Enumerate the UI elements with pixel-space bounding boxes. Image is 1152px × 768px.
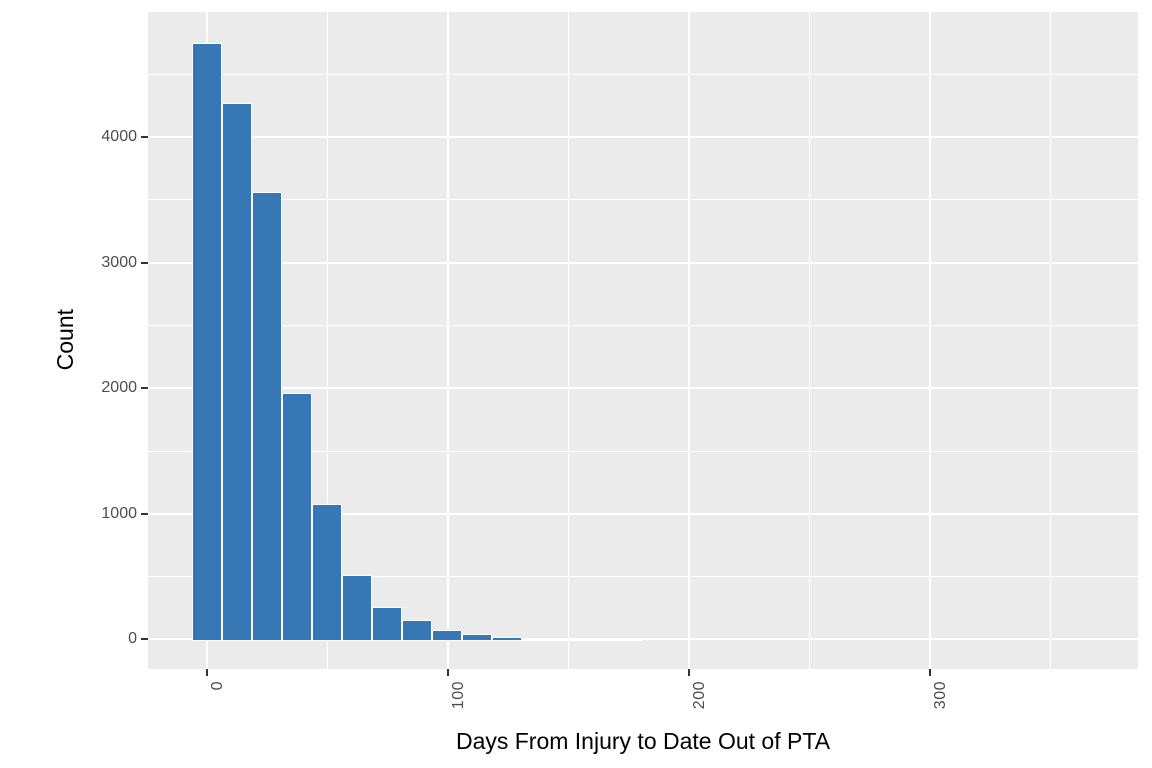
y-axis-tick-label: 2000: [101, 379, 137, 397]
y-axis-tick-label: 0: [128, 630, 137, 648]
y-axis-title: Count: [51, 309, 78, 371]
y-axis-tick-mark: [141, 261, 148, 264]
x-axis-tick-mark: [446, 668, 449, 676]
gridline-y-major: [148, 261, 1138, 264]
gridline-y-major: [148, 136, 1138, 139]
x-axis-title: Days From Injury to Date Out of PTA: [455, 728, 831, 754]
histogram-bar: [312, 503, 342, 642]
histogram-bar: [192, 42, 222, 642]
gridline-y-major: [148, 512, 1138, 515]
histogram-bar: [282, 392, 312, 642]
gridline-y-minor: [148, 199, 1138, 201]
gridline-y-minor: [148, 73, 1138, 75]
histogram-bar: [342, 575, 372, 642]
gridline-x-minor: [326, 12, 328, 669]
histogram-bar: [491, 636, 522, 642]
histogram-bar: [252, 191, 282, 642]
histogram-bar: [521, 638, 552, 642]
y-axis-tick-mark: [141, 387, 148, 390]
x-axis-tick-mark: [206, 668, 209, 676]
y-axis-tick-label: 1000: [101, 504, 137, 522]
gridline-x-minor: [567, 12, 569, 669]
gridline-y-minor: [148, 450, 1138, 452]
x-axis-tick-label: 300: [931, 680, 949, 709]
histogram-bar: [461, 634, 492, 642]
gridline-x-minor: [1049, 12, 1051, 669]
histogram-bar: [581, 639, 612, 642]
x-axis-tick-label: 100: [449, 680, 467, 709]
gridline-y-major: [148, 638, 1138, 641]
histogram-bar: [402, 619, 432, 642]
y-axis-title-box: Count: [51, 240, 79, 440]
histogram-bar: [551, 638, 582, 642]
y-axis-tick-mark: [141, 136, 148, 139]
y-axis-tick-mark: [141, 512, 148, 515]
gridline-y-minor: [148, 324, 1138, 326]
y-axis-tick-mark: [141, 638, 148, 641]
histogram-bar: [222, 103, 252, 642]
histogram-bar: [372, 607, 402, 642]
gridline-y-minor: [148, 576, 1138, 578]
x-axis-tick-label: 0: [209, 680, 227, 690]
x-axis-tick-mark: [687, 668, 690, 676]
x-axis-tick-label: 200: [690, 680, 708, 709]
gridline-x-major: [687, 12, 690, 669]
gridline-x-major: [446, 12, 449, 669]
plot-panel: [148, 12, 1138, 669]
y-axis-tick-label: 3000: [101, 253, 137, 271]
histogram-bar: [432, 629, 462, 642]
histogram-bar: [611, 639, 642, 642]
x-axis-tick-mark: [928, 668, 931, 676]
gridline-x-major: [928, 12, 931, 669]
gridline-y-major: [148, 387, 1138, 390]
y-axis-tick-label: 4000: [101, 128, 137, 146]
gridline-x-minor: [808, 12, 810, 669]
